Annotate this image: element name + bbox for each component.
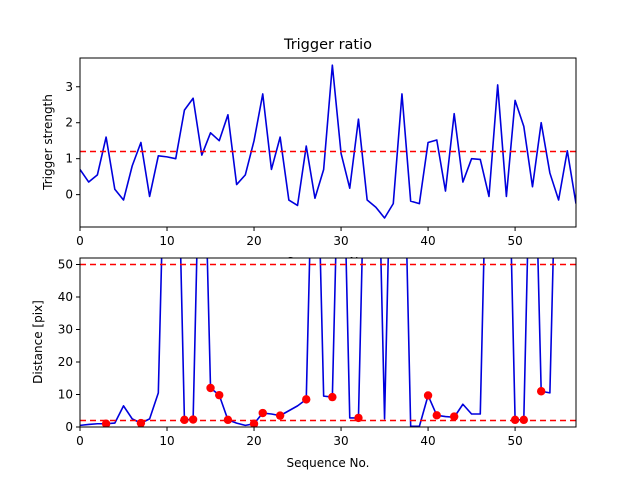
data-point [328, 392, 337, 402]
plot-frame [79, 257, 577, 428]
plot-background [80, 258, 576, 427]
x-tick-label: 20 [246, 434, 261, 448]
plot-frame [79, 57, 577, 228]
data-point [536, 387, 546, 396]
y-tick-label: 1 [65, 152, 73, 166]
data-point [215, 390, 224, 400]
y-axis-label: Distance [pix] [31, 300, 45, 384]
data-point [449, 412, 459, 421]
y-tick-label: 50 [58, 258, 73, 272]
y-tick-label: 40 [58, 290, 73, 304]
y-tick-label: 0 [65, 420, 73, 434]
y-tick-label: 10 [58, 388, 73, 402]
data-point [432, 411, 441, 420]
data-point [258, 408, 267, 418]
x-tick-label: 50 [507, 234, 522, 248]
y-tick-label: 0 [65, 188, 73, 202]
data-point [423, 391, 433, 400]
x-tick-label: 30 [333, 234, 348, 248]
y-tick-label: 2 [65, 116, 73, 130]
x-axis-label: Sequence No. [287, 456, 370, 470]
x-tick-label: 0 [76, 234, 84, 248]
data-point [249, 419, 259, 427]
data-point [223, 415, 233, 425]
x-tick-label: 10 [159, 434, 174, 448]
x-tick-label: 40 [420, 434, 435, 448]
x-tick-label: 40 [420, 234, 435, 248]
data-point [206, 383, 215, 393]
data-point [275, 411, 285, 420]
series-line [80, 64, 576, 219]
y-tick-label: 3 [65, 80, 73, 94]
data-point [302, 395, 311, 404]
x-tick-label: 30 [333, 434, 348, 448]
y-tick-label: 30 [58, 323, 73, 337]
x-tick-label: 0 [76, 434, 84, 448]
distance-chart: 0 10 20 30 40 50 0 10 20 30 40 50 Sequence No. Dis… [31, 257, 577, 470]
x-tick-label: 20 [246, 234, 261, 248]
data-point [188, 415, 198, 424]
y-tick-label: 20 [58, 355, 73, 369]
chart-title: Trigger ratio [283, 37, 372, 53]
x-tick-label: 10 [159, 234, 174, 248]
data-point [101, 419, 111, 427]
series-line [80, 258, 554, 427]
y-axis-label: Trigger strength [41, 94, 55, 191]
x-tick-label: 50 [507, 434, 522, 448]
